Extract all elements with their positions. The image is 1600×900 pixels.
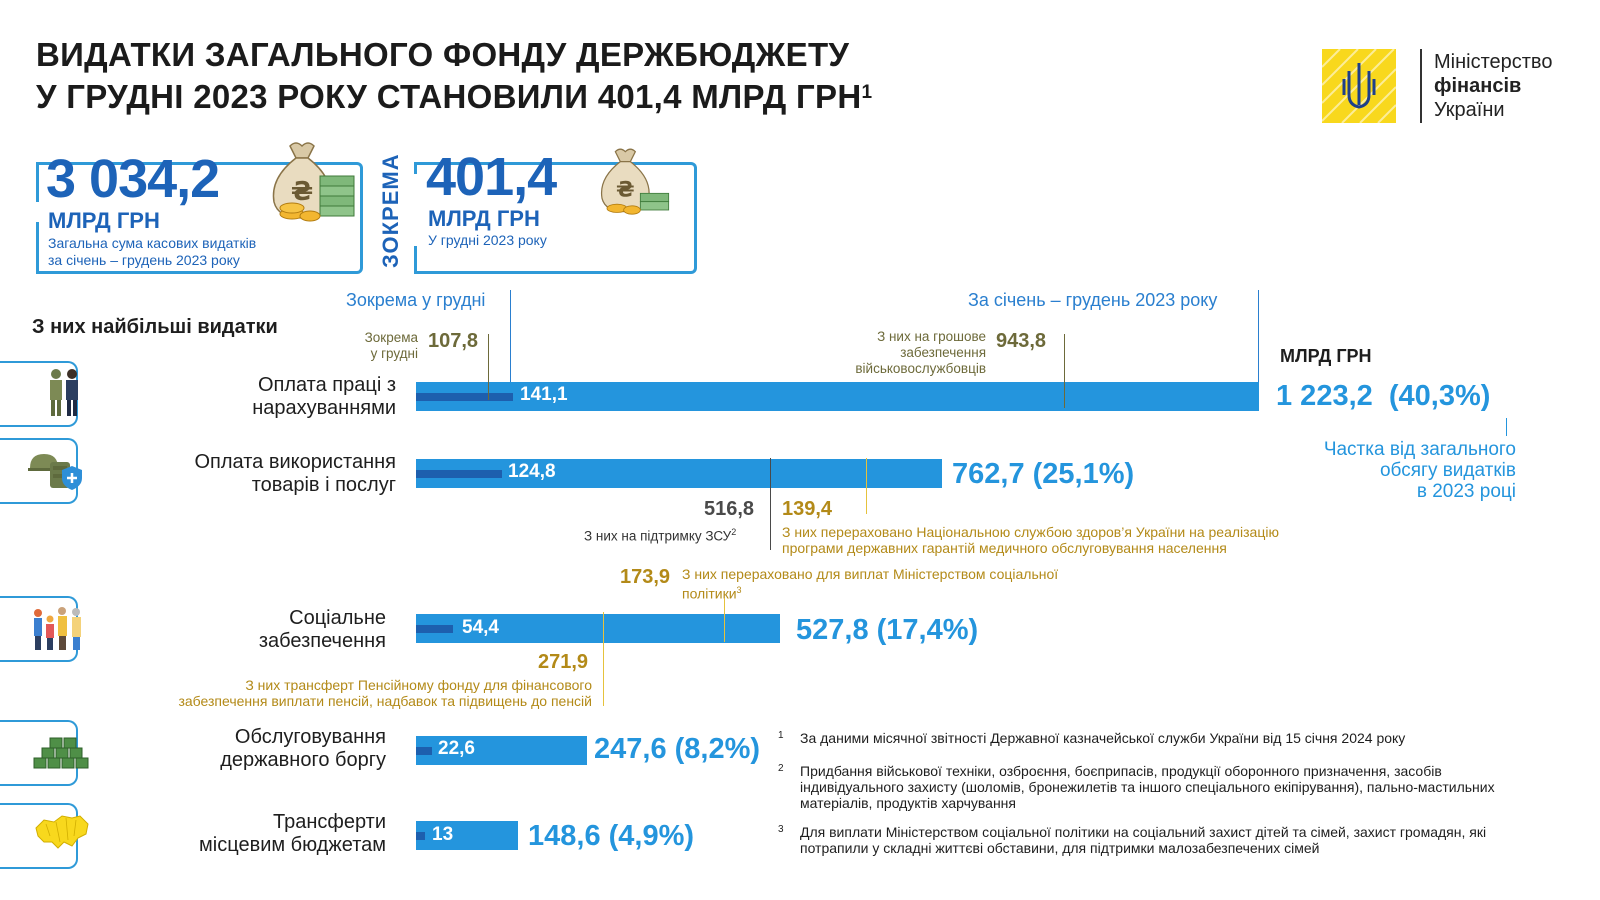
annotation-text: З них перераховано для виплат Міністерст…: [682, 566, 1059, 602]
annotation-value: 516,8: [704, 498, 755, 520]
header-december: Зокрема у грудні: [346, 290, 486, 310]
annotation-line: [603, 612, 604, 706]
total-label-goods: 762,7 (25,1%): [952, 458, 1135, 490]
kpi-december-unit: МЛРД ГРН: [428, 206, 540, 231]
bar-year-salary: [416, 382, 1259, 411]
annotation-value: 173,9: [620, 566, 671, 588]
kpi-edge: [414, 246, 417, 271]
kpi-december-box: [414, 162, 697, 274]
money-bag-icon: ₴: [272, 142, 355, 222]
footnote: 1 За даними місячної звітності Державної …: [778, 730, 1406, 746]
total-label-social: 527,8 (17,4%): [796, 614, 979, 646]
annotation-value: 271,9: [538, 651, 589, 673]
svg-text:₴: ₴: [291, 177, 313, 207]
bar-december-social: [416, 625, 453, 633]
category-label: Оплата використання товарів і послуг: [194, 451, 396, 496]
bar-year-debt: [416, 736, 587, 765]
bar-december-goods: [416, 470, 502, 478]
kpi-december-value: 401,4: [426, 147, 557, 207]
year-guide-line: [1258, 290, 1259, 388]
banknotes-icon: [33, 737, 89, 769]
annotation-line: [866, 458, 867, 514]
annotation-text: З них на підтримку ЗСУ2: [584, 527, 737, 544]
bar-label-december: 124,8: [508, 461, 556, 482]
svg-text:₴: ₴: [616, 178, 635, 203]
bar-label-december: 54,4: [462, 617, 499, 638]
trident-icon: [1321, 48, 1397, 124]
annotation-text: Зокрема у грудні: [364, 330, 418, 361]
bar-year-social: [416, 614, 780, 643]
family-icon: [34, 607, 81, 650]
share-guide-line: [1506, 418, 1507, 436]
logo-separator: [1420, 49, 1422, 123]
kpi-december-desc: У грудні 2023 року: [428, 232, 547, 248]
money-bag-icon: ₴: [600, 148, 670, 215]
category-label: Оплата праці з нарахуваннями: [252, 374, 396, 419]
total-label-debt: 247,6 (8,2%): [594, 733, 761, 765]
ukraine-map-icon: [35, 815, 89, 849]
annotation-value: 139,4: [782, 498, 833, 520]
section-title: З них найбільші видатки: [32, 316, 278, 338]
bar-year-goods: [416, 459, 942, 488]
annotation-line: [488, 334, 489, 400]
december-guide-line: [510, 290, 511, 396]
unit-label: МЛРД ГРН: [1280, 346, 1372, 366]
share-note: Частка від загального обсягу видатків в 20…: [1323, 439, 1516, 502]
header-year: За січень – грудень 2023 року: [968, 290, 1218, 310]
annotation-text: З них трансферт Пенсійному фонду для фін…: [178, 677, 592, 709]
kpi-total-desc: Загальна сума касових видатків за січень …: [48, 235, 257, 268]
kpi-total-value: 3 034,2: [46, 149, 220, 209]
bar-label-december: 13: [432, 824, 454, 845]
bar-december-salary: [416, 393, 513, 401]
annotation-text: З них перераховано Національною службою …: [782, 524, 1279, 556]
footnote: 2 Придбання військової техніки, озброєння…: [778, 763, 1495, 811]
kpi-edge: [36, 222, 39, 271]
logo-text: Міністерство фінансів України: [1434, 51, 1553, 121]
total-label-salary: 1 223,2 (40,3%): [1276, 380, 1491, 412]
workers-icon: [50, 369, 78, 416]
footnote: 3 Для виплати Міністерством соціальної по…: [778, 824, 1487, 856]
category-label: Обслуговування державного боргу: [220, 726, 386, 771]
page-title: ВИДАТКИ ЗАГАЛЬНОГО ФОНДУ ДЕРЖБЮДЖЕТУ У Г…: [36, 36, 873, 115]
annotation-value: 107,8: [428, 330, 479, 352]
total-label-transfers: 148,6 (4,9%): [528, 820, 695, 852]
military-gear-icon: [28, 454, 82, 490]
category-label: Соціальне забезпечення: [258, 607, 386, 652]
annotation-line: [724, 598, 725, 642]
category-label: Трансферти місцевим бюджетам: [199, 811, 386, 856]
annotation-value: 943,8: [996, 330, 1047, 352]
bar-year-transfers: [416, 821, 518, 850]
bar-december-debt: [416, 747, 432, 755]
bar-december-transfers: [416, 832, 425, 840]
annotation-text: З них на грошове забезпечення військовослу…: [855, 329, 986, 376]
kpi-total-box: [36, 162, 363, 274]
kpi-total-unit: МЛРД ГРН: [48, 208, 160, 233]
annotation-line: [770, 458, 771, 550]
separator-label: ЗОКРЕМА: [378, 153, 403, 268]
ministry-logo: [1321, 48, 1397, 124]
bar-label-december: 22,6: [438, 738, 475, 759]
bar-label-december: 141,1: [520, 384, 568, 405]
kpi-edge: [36, 162, 39, 202]
annotation-line: [1064, 334, 1065, 408]
kpi-edge: [414, 162, 417, 174]
